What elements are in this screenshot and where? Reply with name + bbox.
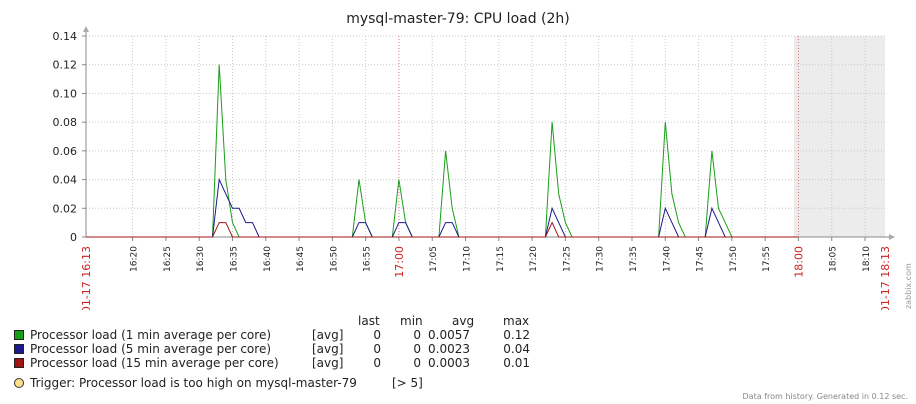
x-tick-label: 18:10 [862, 246, 872, 272]
legend-item-func: [avg] [312, 356, 344, 370]
x-tick-labels: 16:20 16:25 16:30 16:35 16:40 16:45 16:50 16:55… [80, 246, 892, 310]
series-line-1 [86, 64, 799, 238]
legend-header-avg: avg [452, 314, 475, 328]
legend-header-min: min [400, 314, 423, 328]
x-tick-label: 17:05 [429, 246, 439, 272]
x-tick-label: 17:50 [729, 246, 739, 272]
x-tick-label: 17:45 [696, 246, 706, 272]
y-tick-label: 0.02 [53, 202, 78, 215]
legend-item-min: 0 [413, 342, 421, 356]
x-tick-label: 16:25 [163, 246, 173, 272]
x-tick-label: 16:50 [329, 246, 339, 272]
x-edge-label: 01-17 16:13 [80, 246, 93, 310]
y-tick-label: 0.10 [53, 87, 78, 100]
chart-title: mysql-master-79: CPU load (2h) [346, 11, 570, 27]
footer-note: Data from history. Generated in 0.12 sec… [742, 392, 908, 401]
legend-item-min: 0 [413, 328, 421, 342]
legend-item-max: 0.12 [503, 328, 530, 342]
x-tick-label: 17:55 [762, 246, 772, 272]
x-tick-label: 16:40 [263, 246, 273, 272]
legend-item-name: Processor load (5 min average per core) [30, 342, 272, 356]
legend-item-min: 0 [413, 356, 421, 370]
legend-item-avg: 0.0057 [428, 328, 470, 342]
legend-item-name: Processor load (15 min average per core) [30, 356, 279, 370]
legend-swatch-blue [14, 344, 24, 354]
x-axis-arrow [889, 234, 895, 240]
x-tick-label: 17:00 [393, 246, 406, 278]
trigger-threshold: [> 5] [392, 376, 423, 390]
legend-item-name: Processor load (1 min average per core) [30, 328, 272, 342]
y-tick-label: 0.06 [53, 145, 78, 158]
y-tick-labels: 0.14 0.12 0.10 0.08 0.06 0.04 0.02 0 [53, 30, 78, 244]
legend-item-func: [avg] [312, 342, 344, 356]
y-tick-label: 0.08 [53, 116, 78, 129]
series-line-3 [86, 221, 799, 238]
x-tick-label: 17:20 [529, 246, 539, 272]
x-tick-label: 18:00 [792, 246, 805, 278]
x-tick-label: 17:35 [629, 246, 639, 272]
x-tick-label: 18:05 [829, 246, 839, 272]
legend-swatch-red [14, 358, 24, 368]
y-axis-arrow [83, 26, 89, 32]
zabbix-watermark: http://www.zabbix.com [904, 263, 913, 310]
x-edge-label: 01-17 18:13 [879, 246, 892, 310]
legend-item-max: 0.01 [503, 356, 530, 370]
x-tick-label: 16:35 [229, 246, 239, 272]
x-tick-label: 16:30 [196, 246, 206, 272]
trigger-dot-icon [14, 378, 24, 388]
series-lines [86, 64, 799, 238]
legend-item-func: [avg] [312, 328, 344, 342]
legend-item-avg: 0.0003 [428, 356, 470, 370]
x-tick-label: 17:40 [662, 246, 672, 272]
legend-swatch-green [14, 330, 24, 340]
legend-header-last: last [358, 314, 380, 328]
cpu-load-chart: mysql-master-79: CPU load (2h) 0.140.120… [53, 11, 914, 310]
x-tick-label: 16:20 [130, 246, 140, 272]
y-tick-label: 0.12 [53, 59, 78, 72]
trigger-name: Trigger: Processor load is too high on m… [30, 376, 357, 390]
no-data-region [794, 36, 885, 237]
x-tick-label: 17:25 [562, 246, 572, 272]
x-tick-label: 16:45 [296, 246, 306, 272]
y-tick-label: 0.14 [53, 30, 78, 43]
legend-item-avg: 0.0023 [428, 342, 470, 356]
x-tick-label: 17:30 [596, 246, 606, 272]
x-tick-label: 17:10 [463, 246, 473, 272]
grid-lines [86, 35, 885, 238]
legend-item-last: 0 [373, 356, 381, 370]
legend-item-max: 0.04 [503, 342, 530, 356]
y-tick-label: 0.04 [53, 174, 78, 187]
x-tick-label: 16:55 [363, 246, 373, 272]
legend-header-max: max [503, 314, 530, 328]
legend-item-last: 0 [373, 342, 381, 356]
legend-item-last: 0 [373, 328, 381, 342]
y-tick-label: 0 [70, 231, 77, 244]
x-tick-label: 17:15 [496, 246, 506, 272]
